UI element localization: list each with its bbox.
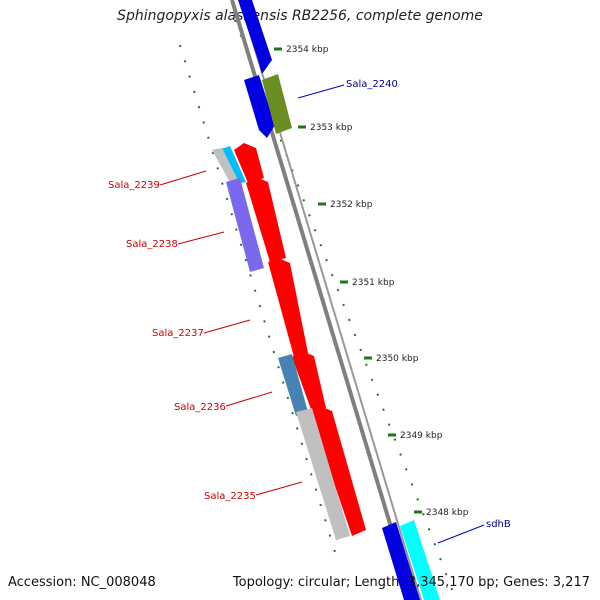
scale-label: 2352 kbp	[330, 200, 373, 210]
gene-sala-2235[interactable]	[310, 406, 366, 536]
gene-sala-2238[interactable]	[246, 177, 286, 262]
gene-sala-2240[interactable]	[262, 74, 292, 134]
leader-sala-2238	[177, 231, 225, 245]
gene-sala-2239[interactable]	[234, 143, 264, 183]
accession-text: Accession: NC_008048	[8, 575, 156, 590]
leader-sala-2237	[203, 319, 251, 334]
leader-sala-2236	[225, 391, 273, 407]
gene-gray-small[interactable]	[212, 148, 240, 186]
gene-blue-bottom[interactable]	[382, 522, 420, 600]
scale-label: 2349 kbp	[400, 431, 443, 441]
topology-text: Topology: circular; Length: 3,345,170 bp…	[232, 575, 590, 590]
gene-steel[interactable]	[278, 354, 308, 416]
gene-sala-2236[interactable]	[292, 351, 326, 412]
scale-label: 2348 kbp	[426, 508, 469, 518]
gene-blue-top[interactable]	[238, 0, 272, 74]
gene-label-sala-2235: Sala_2235	[204, 491, 256, 502]
gene-label-sala-2239: Sala_2239	[108, 180, 160, 191]
scale-label: 2350 kbp	[376, 354, 419, 364]
gene-label-sala-2238: Sala_2238	[126, 239, 178, 250]
scale-label: 2351 kbp	[352, 278, 395, 288]
gene-sdhb[interactable]	[400, 520, 440, 600]
gene-sala-2237[interactable]	[268, 258, 308, 357]
gene-label-sala-2236: Sala_2236	[174, 402, 226, 413]
scale-label: 2354 kbp	[286, 45, 329, 55]
gene-blue-lower[interactable]	[244, 75, 275, 138]
scale-label: 2353 kbp	[310, 123, 353, 133]
map-title: Sphingopyxis alaskensis RB2256, complete…	[117, 8, 483, 24]
gene-label-sdhb: sdhB	[486, 519, 511, 530]
scale-ticks	[274, 47, 422, 514]
gene-gray-large[interactable]	[296, 408, 350, 540]
leader-sdhb	[437, 524, 485, 544]
gene-label-sala-2240: Sala_2240	[346, 79, 398, 90]
gene-label-sala-2237: Sala_2237	[152, 328, 204, 339]
gene-purple[interactable]	[226, 178, 264, 272]
leader-sala-2240	[297, 84, 345, 99]
leader-sala-2235	[255, 481, 303, 496]
leader-sala-2239	[159, 170, 207, 186]
